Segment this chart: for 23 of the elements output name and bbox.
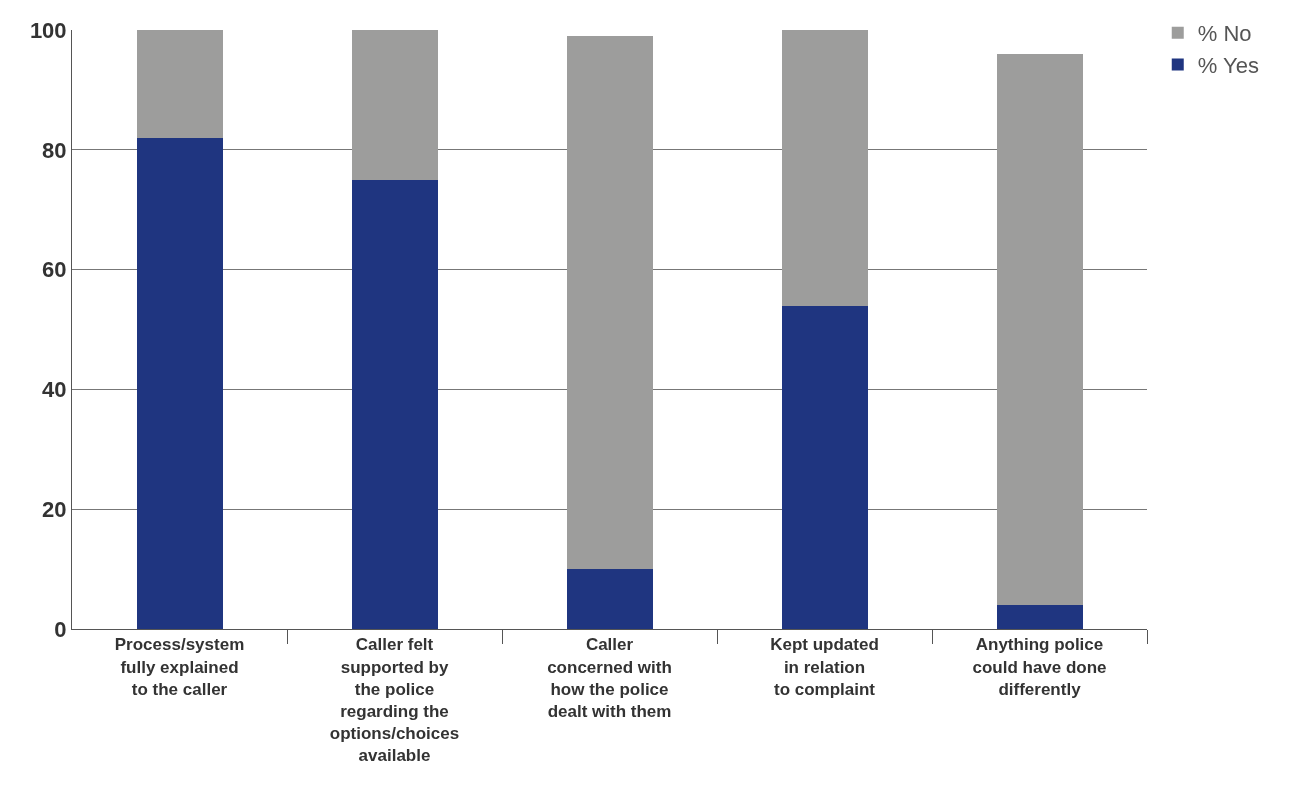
x-tick-label: Caller concerned with how the police dealt with them [547,635,672,721]
x-tick-label: Caller felt supported by the police regarding the options/choices available [329,635,460,765]
legend-label: % Yes [1197,53,1259,79]
x-tick-label: Process/system fully explained to the caller [114,635,245,699]
bar [781,30,868,306]
bar [136,137,223,629]
bar [566,35,653,570]
y-tick-label: 40 [42,377,67,403]
y-tick-label: 20 [42,496,67,522]
y-tick-label: 60 [42,257,67,283]
bar [996,605,1083,629]
x-tick-label: Anything police could have done differently [972,635,1107,699]
bar [566,569,653,629]
bar [136,30,223,138]
bar [781,305,868,629]
y-tick-label: 0 [54,616,67,642]
bar [996,53,1083,606]
legend-label: % No [1197,21,1252,47]
y-tick-label: 80 [42,137,67,163]
x-tick-label: Kept updated in relation to complaint [770,635,879,699]
bar [351,30,438,180]
bar [351,179,438,629]
y-tick-label: 100 [29,17,67,43]
